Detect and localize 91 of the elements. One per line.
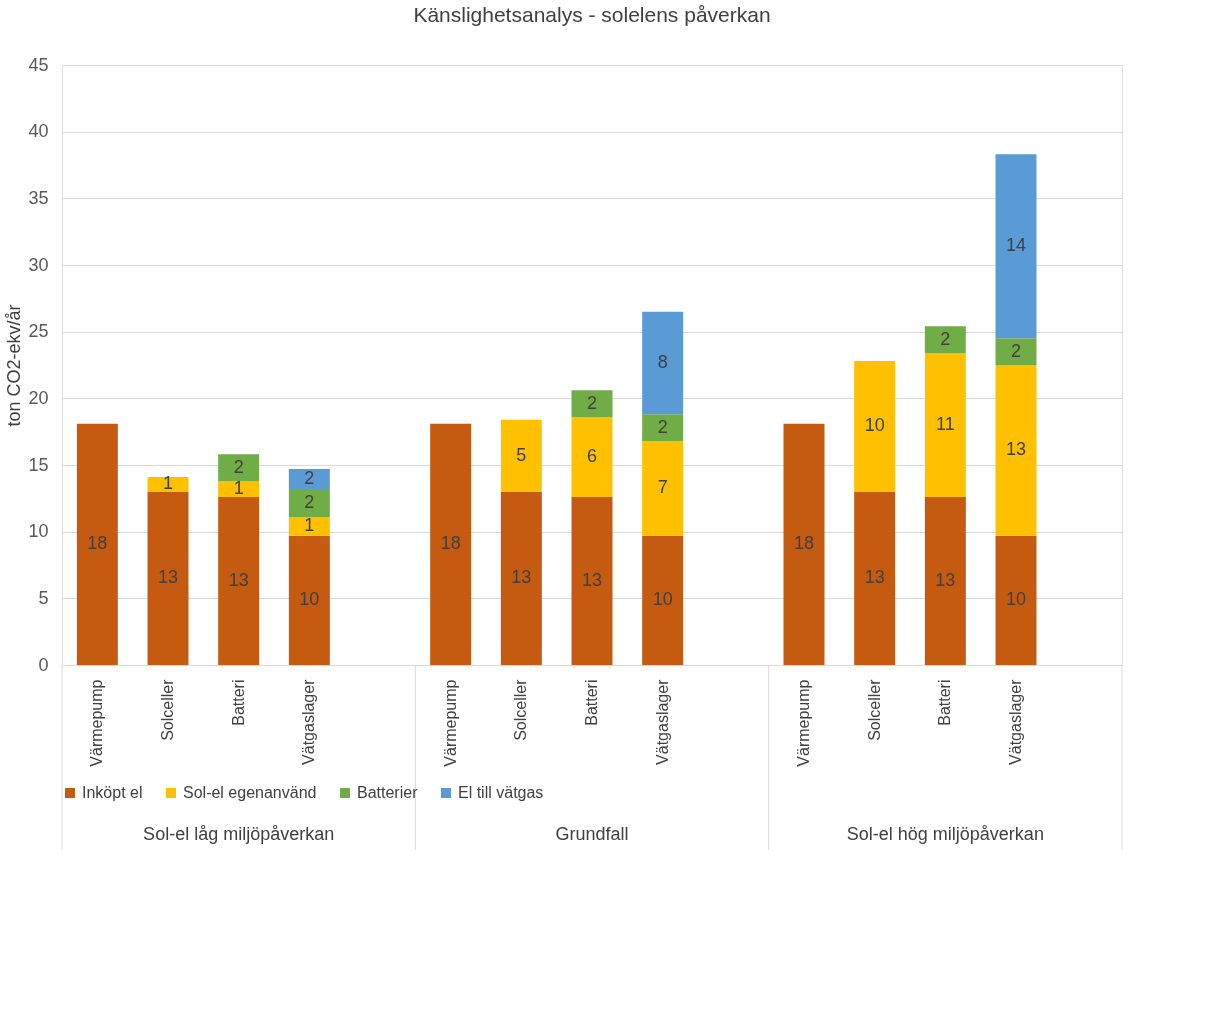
data-label: 14 bbox=[1005, 235, 1027, 256]
bar bbox=[924, 497, 966, 665]
data-label: 11 bbox=[935, 414, 955, 434]
data-label: 8 bbox=[657, 352, 668, 372]
x-tick-label: Vätgaslager bbox=[1007, 678, 1024, 765]
legend-label: Inköpt el bbox=[82, 784, 143, 801]
data-label: 2 bbox=[1010, 340, 1022, 361]
bar bbox=[995, 535, 1037, 665]
legend-label: El till vätgas bbox=[458, 784, 544, 801]
x-tick-label: Batteri bbox=[936, 679, 954, 726]
bar bbox=[218, 497, 260, 665]
data-label: 2 bbox=[657, 416, 668, 437]
data-label: 2 bbox=[304, 492, 315, 512]
bar bbox=[924, 353, 966, 497]
y-tick-label: 30 bbox=[28, 254, 49, 275]
bar bbox=[642, 441, 684, 536]
x-tick-label: Vätgaslager bbox=[653, 678, 671, 765]
data-label: 6 bbox=[586, 446, 598, 466]
y-tick-label: 15 bbox=[28, 454, 49, 475]
y-axis-title: ton CO2-ekv/år bbox=[4, 304, 25, 427]
bar bbox=[571, 497, 613, 665]
data-label: 7 bbox=[657, 477, 668, 498]
chart-title: Känslighetsanalys - solelens påverkan bbox=[413, 3, 771, 26]
data-label: 1 bbox=[304, 515, 315, 536]
bar bbox=[218, 481, 260, 497]
data-label: 13 bbox=[1005, 439, 1027, 460]
data-label: 1 bbox=[162, 473, 174, 494]
data-label: 2 bbox=[233, 456, 244, 477]
text: Sol-el låg miljöpåverkan bbox=[143, 824, 335, 844]
y-tick-label: 10 bbox=[28, 521, 49, 542]
bar bbox=[147, 477, 189, 492]
data-label: 10 bbox=[1005, 589, 1027, 610]
data-label: 2 bbox=[586, 392, 598, 413]
bar bbox=[642, 311, 684, 415]
data-label: 13 bbox=[581, 570, 603, 590]
bar bbox=[854, 491, 896, 665]
data-label: 18 bbox=[793, 533, 815, 554]
x-tick-label: Batteri bbox=[229, 679, 247, 726]
x-tick-label: Solceller bbox=[865, 678, 883, 741]
bar bbox=[995, 338, 1037, 365]
y-tick-label: 45 bbox=[28, 54, 49, 75]
bar bbox=[76, 423, 118, 665]
data-label: 1 bbox=[233, 478, 244, 498]
data-label: 13 bbox=[511, 567, 532, 588]
bar bbox=[571, 390, 613, 417]
data-label: 10 bbox=[652, 589, 673, 610]
bar bbox=[854, 361, 896, 492]
legend-label: Batterier bbox=[357, 784, 419, 801]
bar bbox=[288, 469, 330, 489]
x-tick-label: Värmepump bbox=[795, 679, 812, 767]
legend-label: Sol-el egenanvänd bbox=[183, 784, 317, 801]
x-tick-label: Batteri bbox=[583, 679, 600, 726]
y-tick-label: 25 bbox=[28, 321, 49, 342]
data-label: 2 bbox=[940, 328, 951, 349]
bar bbox=[783, 423, 825, 665]
y-tick-label: 0 bbox=[38, 654, 49, 675]
bar bbox=[995, 154, 1037, 339]
bar bbox=[288, 535, 330, 665]
x-tick-label: Värmepump bbox=[441, 679, 459, 767]
bar bbox=[642, 535, 684, 665]
y-tick-label: 40 bbox=[28, 121, 49, 142]
data-label: 10 bbox=[864, 415, 885, 436]
x-tick-label: Vätgaslager bbox=[300, 678, 318, 765]
data-label: 10 bbox=[299, 589, 320, 610]
y-tick-label: 5 bbox=[38, 587, 49, 608]
bar bbox=[500, 419, 542, 492]
data-label: 13 bbox=[864, 567, 885, 588]
data-label: 2 bbox=[304, 468, 315, 488]
bar bbox=[500, 491, 542, 665]
data-label: 18 bbox=[87, 533, 108, 554]
data-label: 13 bbox=[157, 567, 179, 588]
x-tick-label: Solceller bbox=[159, 678, 176, 741]
text: Grundfall bbox=[555, 824, 629, 844]
bar bbox=[288, 517, 330, 536]
bar bbox=[218, 454, 260, 481]
bar bbox=[642, 414, 684, 441]
bar bbox=[995, 365, 1037, 536]
bar bbox=[147, 491, 189, 665]
x-tick-label: Värmepump bbox=[88, 679, 106, 767]
bar bbox=[430, 423, 472, 665]
bar bbox=[571, 417, 613, 497]
bar bbox=[924, 326, 966, 353]
data-label: 13 bbox=[935, 570, 956, 590]
y-tick-label: 20 bbox=[28, 387, 49, 408]
y-tick-label: 35 bbox=[28, 187, 49, 208]
data-label: 13 bbox=[228, 570, 249, 590]
data-label: 5 bbox=[516, 444, 527, 465]
text: Sol-el hög miljöpåverkan bbox=[846, 824, 1044, 844]
data-label: 18 bbox=[440, 533, 461, 554]
x-tick-label: Solceller bbox=[512, 678, 530, 741]
bar bbox=[288, 489, 330, 517]
